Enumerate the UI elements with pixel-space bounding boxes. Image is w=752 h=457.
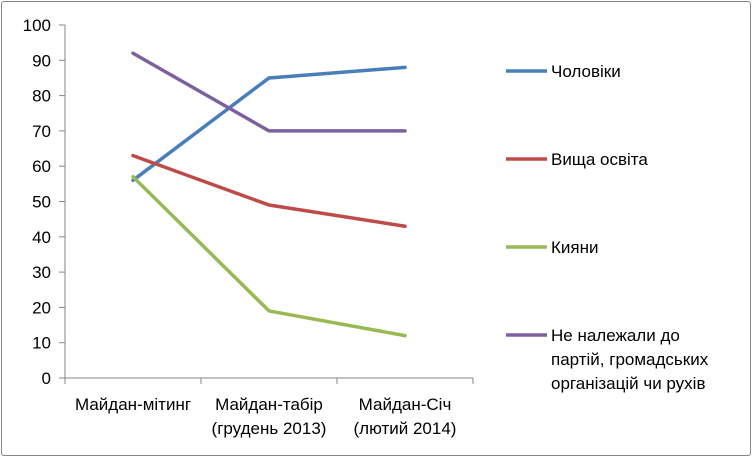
x-category-label: Майдан-мітинг (75, 395, 191, 414)
x-category-label: Майдан-табір (215, 395, 323, 414)
x-category-label: (лютий 2014) (354, 419, 457, 438)
y-tick-label: 90 (32, 51, 51, 70)
legend-label: Чоловіки (551, 62, 621, 81)
legend-label: Не належали до (551, 326, 680, 345)
y-tick-label: 100 (23, 16, 51, 35)
y-tick-label: 10 (32, 334, 51, 353)
legend-label: партій, громадських (551, 350, 709, 369)
series-line-1 (131, 65, 407, 183)
y-tick-label: 50 (32, 193, 51, 212)
x-category-label: (грудень 2013) (212, 419, 327, 438)
y-tick-label: 0 (42, 369, 51, 388)
y-tick-label: 40 (32, 228, 51, 247)
legend-label: Кияни (551, 238, 599, 257)
y-tick-label: 70 (32, 122, 51, 141)
y-tick-label: 60 (32, 157, 51, 176)
y-tick-label: 20 (32, 298, 51, 317)
y-tick-label: 80 (32, 87, 51, 106)
x-category-label: Майдан-Січ (359, 395, 452, 414)
series-line-2 (131, 153, 407, 228)
y-tick-label: 30 (32, 263, 51, 282)
series-line-3 (131, 175, 407, 338)
legend-label: організацій чи рухів (551, 374, 706, 393)
legend-label: Вища освіта (551, 150, 648, 169)
series-line-4 (131, 51, 407, 133)
